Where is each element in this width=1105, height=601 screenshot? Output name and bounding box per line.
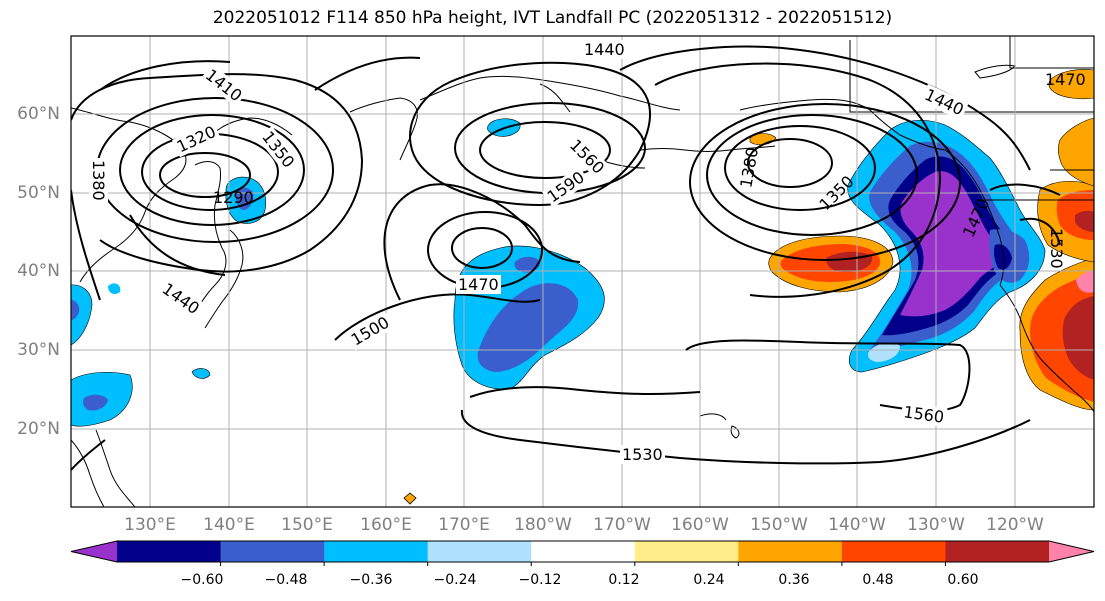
lon-label-170e: 170°E: [438, 515, 490, 535]
contour-label: 1470: [1045, 70, 1086, 89]
colorbar-segment: [531, 541, 636, 562]
colorbar-extend-min: [71, 541, 117, 562]
colorbar-tick: 0.24: [693, 572, 725, 588]
lon-label-130w: 130°W: [907, 515, 965, 535]
colorbar-tick: −0.60: [180, 572, 224, 588]
colorbar-tick: −0.36: [349, 572, 393, 588]
lat-label-50n: 50°N: [17, 183, 60, 203]
lon-label-150w: 150°W: [750, 515, 808, 535]
colorbar-segment: [945, 541, 1050, 562]
colorbar-tick: −0.48: [264, 572, 308, 588]
lon-label-170w: 170°W: [593, 515, 651, 535]
lon-label-180w: 180°W: [514, 515, 572, 535]
ivt-shading: [71, 69, 1094, 505]
contour-label: 1530: [620, 445, 665, 464]
colorbar-tick: −0.12: [518, 572, 562, 588]
colorbar-segment: [117, 541, 222, 562]
colorbar-tick: 0.12: [608, 572, 640, 588]
colorbar-tick: 0.36: [778, 572, 810, 588]
lat-label-30n: 30°N: [17, 340, 60, 360]
contour-label: 1530: [1047, 228, 1066, 269]
colorbar-tick: −0.24: [433, 572, 477, 588]
lon-label-160w: 160°W: [671, 515, 729, 535]
colorbar-segment: [427, 541, 532, 562]
contour-label: 1440: [582, 40, 627, 59]
colorbar-extend-max: [1049, 541, 1094, 562]
lon-label-120w: 120°W: [986, 515, 1044, 535]
contour-label: 1290: [213, 188, 254, 207]
colorbar-outline: [70, 540, 1095, 563]
contour-label: 1470: [456, 275, 501, 294]
lat-label-20n: 20°N: [17, 419, 60, 439]
lat-label-60n: 60°N: [17, 104, 60, 124]
lon-label-160e: 160°E: [360, 515, 412, 535]
height-contours: [71, 45, 1061, 471]
lon-label-140e: 140°E: [203, 515, 255, 535]
colorbar-segment: [220, 541, 325, 562]
colorbar: [70, 540, 1095, 566]
contour-label: 1380: [89, 158, 108, 203]
lat-label-40n: 40°N: [17, 261, 60, 281]
colorbar-segment: [738, 541, 843, 562]
lon-label-140w: 140°W: [828, 515, 886, 535]
coastlines: [71, 36, 1094, 507]
lon-label-150e: 150°E: [281, 515, 333, 535]
colorbar-segment: [324, 541, 429, 562]
lon-label-130e: 130°E: [124, 515, 176, 535]
figure-title: 2022051012 F114 850 hPa height, IVT Land…: [212, 8, 893, 28]
map-area: [71, 36, 1094, 507]
map-frame: [70, 35, 1095, 508]
colorbar-segment: [841, 541, 946, 562]
colorbar-tick: 0.48: [862, 572, 894, 588]
colorbar-segment: [634, 541, 739, 562]
colorbar-tick: 0.60: [947, 572, 979, 588]
